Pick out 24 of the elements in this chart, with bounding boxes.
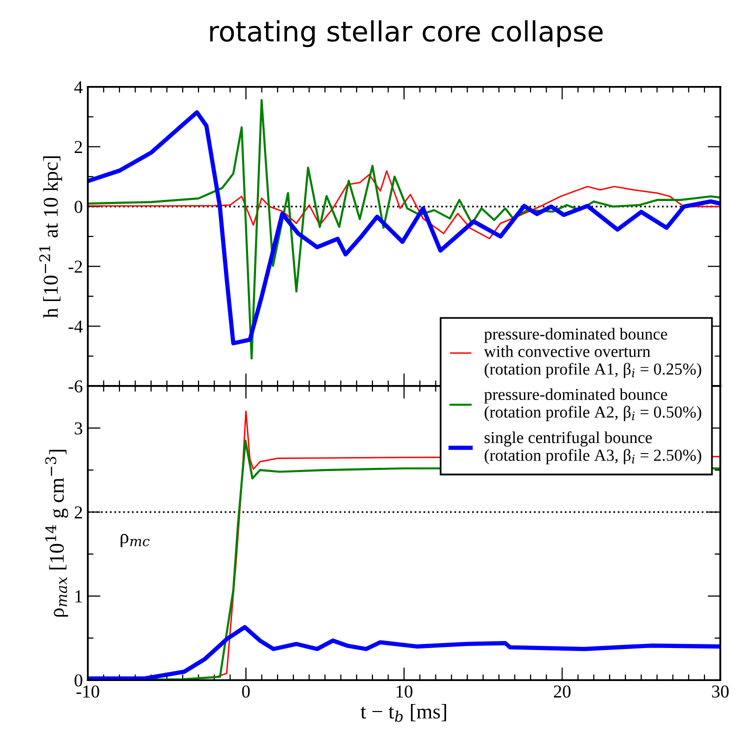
y-tick-label: 2 [74,506,82,518]
y-tick-label: -2 [68,260,82,273]
x-tick-label: 20 [554,685,571,698]
y-tick-label: 0 [74,674,82,687]
legend-label: pressure-dominated bounce with convective overturn (rotation profile A1, β$_{i}$ = 0.25%) [484,328,702,378]
y-tick-label: 2 [74,141,82,153]
x-tick-label: 30 [712,685,729,698]
x-axis-title: t − t$_{b}$ [ms] [360,704,446,722]
x-tick-label: -10 [76,685,100,698]
chart-title: rotating stellar core collapse [210,20,603,48]
y-axis-title: ρ$_{max}$ [10$^{14}$ g cm$^{−3}$] [45,450,68,617]
y-tick-label: 4 [74,81,83,94]
ref-line-label: ρ$_{mc}$ [120,534,150,548]
y-tick-label: 1 [76,590,82,602]
y-tick-label: -6 [68,380,82,392]
y-axis-title: h [10$^{−21}$ at 10 kpc] [39,156,62,318]
legend-label: single centrifugal bounce (rotation profile A3, β$_{i}$ = 2.50%) [484,431,702,464]
x-tick-label: 10 [396,685,412,698]
x-tick-label: 0 [242,685,250,698]
legend-label: pressure-dominated bounce (rotation profile A2, β$_{i}$ = 0.50%) [484,388,702,422]
y-tick-label: 0 [74,200,82,213]
y-tick-label: -4 [68,320,83,332]
line-series [88,170,720,240]
y-tick-label: 3 [74,422,82,434]
